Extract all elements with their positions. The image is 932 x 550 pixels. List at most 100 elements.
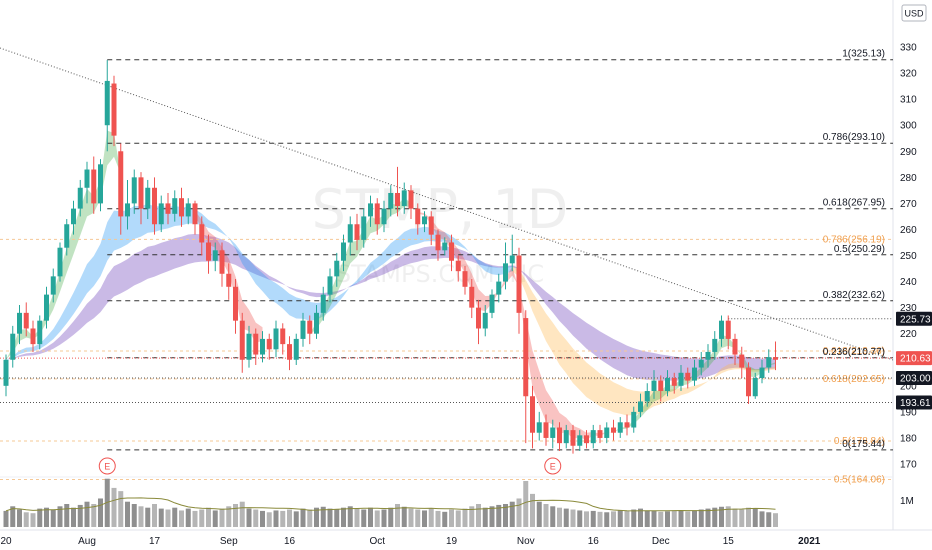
currency-button[interactable] (901, 4, 927, 22)
x-tick-label: 17 (149, 536, 161, 547)
candle-body (395, 192, 400, 207)
ema-ribbon-red-1 (195, 210, 263, 343)
volume-bar (341, 507, 346, 527)
candle-body (685, 372, 691, 381)
x-tick-label: 20 (0, 536, 12, 547)
candle-body (354, 224, 360, 240)
volume-bar (611, 511, 616, 527)
volume-bar (725, 506, 731, 527)
volume-bar (584, 511, 589, 527)
candle-body (752, 378, 758, 397)
volume-bar (381, 509, 387, 527)
candle-body (766, 357, 772, 368)
volume-bar (91, 504, 97, 527)
candle-body (17, 312, 22, 334)
candle-body (705, 351, 711, 360)
fib-level-label: 0.382(232.62) (823, 290, 885, 301)
volume-bar (597, 511, 603, 527)
volume-bar (199, 509, 205, 527)
volume-bar (631, 509, 637, 527)
y-tick-label: 320 (900, 69, 917, 80)
volume-bar (766, 512, 772, 527)
volume-bar (739, 509, 745, 527)
candle-body (334, 260, 340, 277)
y-tick-label: 330 (900, 43, 917, 54)
volume-bar (179, 510, 184, 527)
earnings-marker (98, 457, 116, 475)
candle-body (469, 286, 475, 308)
volume-bar (712, 507, 718, 527)
price-tag-label: 210.63 (900, 354, 931, 365)
y-tick-label: 310 (900, 95, 917, 106)
y-tick-label: 200 (900, 381, 917, 392)
volume-bar (158, 508, 164, 527)
candle-body (543, 422, 549, 438)
candle-body (111, 83, 117, 136)
volume-bar (415, 509, 421, 527)
volume-bar (469, 506, 475, 527)
volume-bar (77, 504, 83, 527)
candle-body (239, 320, 245, 360)
volume-bar (64, 504, 70, 527)
volume-bar (37, 508, 43, 527)
volume-bar (752, 508, 758, 527)
candle-body (307, 320, 313, 334)
ema-ribbon-red-2 (417, 211, 614, 441)
candle-body (381, 208, 387, 225)
candle-body (692, 367, 697, 381)
candle-body (125, 203, 130, 217)
volume-bar (111, 487, 117, 527)
volume-bar (543, 504, 549, 527)
volume-bar (84, 501, 90, 527)
candle-body (266, 338, 272, 350)
candle-body (172, 198, 178, 214)
candle-body (725, 320, 731, 339)
volume-bar (536, 501, 542, 527)
volume-bar (3, 510, 9, 527)
candle-body (131, 177, 137, 204)
volume-bar (192, 510, 198, 527)
candle-body (212, 250, 218, 261)
volume-bar (152, 504, 157, 527)
volume-bar (476, 504, 481, 527)
volume-bar (617, 510, 623, 527)
volume-bar (732, 508, 738, 527)
volume-bar (395, 504, 400, 527)
candle-body (199, 224, 205, 243)
x-tick-label: 15 (723, 536, 735, 547)
candle-body (300, 320, 306, 339)
volume-bar (523, 481, 529, 527)
candle-body (604, 427, 610, 438)
volume-bar (44, 507, 49, 527)
volume-bar (570, 509, 576, 527)
volume-bar (388, 507, 394, 527)
volume-bar (17, 509, 22, 527)
candle-body (698, 359, 704, 368)
volume-bar (530, 493, 535, 527)
candle-body (219, 250, 225, 274)
candle-body (428, 216, 434, 235)
candle-body (563, 430, 569, 444)
volume-ma-line (5, 497, 776, 512)
volume-bar (509, 501, 515, 527)
candle-body (77, 187, 83, 209)
volume-bar (644, 510, 650, 527)
volume-bar (408, 508, 414, 527)
candle-body (226, 273, 232, 287)
watermark-name: STAMPS.COM INC (336, 260, 544, 288)
fib-secondary-label: 0.618(202.65) (823, 374, 885, 385)
price-tag-label: 193.61 (900, 398, 931, 409)
volume-bar (320, 506, 326, 527)
volume-bar (773, 513, 778, 527)
volume-bar (449, 509, 454, 527)
candle-body (233, 286, 238, 321)
volume-bar (30, 513, 36, 527)
volume-bar (624, 510, 630, 527)
candle-body (253, 333, 259, 355)
volume-bar (698, 509, 704, 527)
candle-body (449, 242, 454, 261)
candle-body (23, 312, 29, 329)
candle-body (260, 338, 265, 355)
